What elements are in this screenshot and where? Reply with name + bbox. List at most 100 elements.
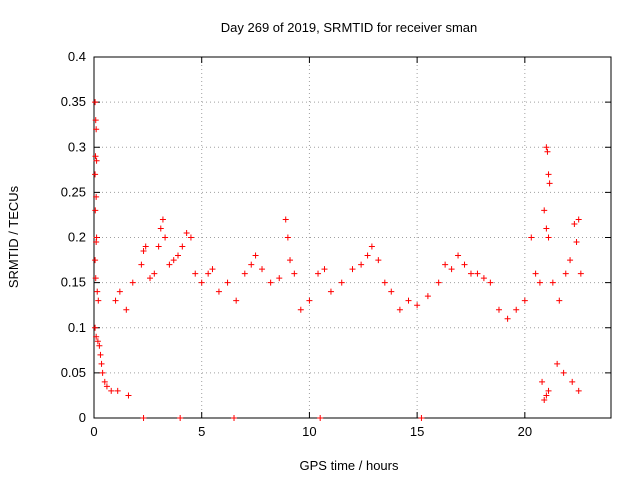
data-point: [140, 248, 147, 255]
data-point: [541, 207, 548, 214]
y-tick-label: 0: [79, 410, 86, 425]
data-point: [147, 275, 154, 282]
data-point: [95, 297, 102, 304]
data-point: [101, 378, 108, 385]
x-axis-label: GPS time / hours: [300, 458, 399, 473]
data-point: [291, 270, 298, 277]
data-points: [92, 99, 584, 421]
x-tick-label: 15: [410, 424, 424, 439]
data-point: [166, 261, 173, 268]
y-tick-label: 0.3: [68, 139, 86, 154]
data-point: [116, 288, 123, 295]
data-point: [233, 297, 240, 304]
data-point: [93, 126, 100, 133]
data-point: [92, 275, 99, 282]
data-point: [209, 266, 216, 273]
y-tick-label: 0.25: [61, 184, 86, 199]
data-point: [448, 266, 455, 273]
data-point: [543, 144, 550, 151]
data-point: [495, 306, 502, 313]
data-point: [93, 193, 100, 200]
data-point: [541, 396, 548, 403]
data-point: [381, 279, 388, 286]
data-point: [114, 387, 121, 394]
data-point: [358, 261, 365, 268]
data-point: [93, 333, 100, 340]
data-point: [183, 229, 190, 236]
data-point: [93, 239, 100, 246]
data-point: [375, 257, 382, 264]
data-point: [327, 288, 334, 295]
data-point: [259, 266, 266, 273]
data-point: [467, 270, 474, 277]
data-point: [455, 252, 462, 259]
data-point: [418, 415, 425, 421]
data-point: [192, 270, 199, 277]
y-tick-label: 0.4: [68, 49, 86, 64]
chart-title: Day 269 of 2019, SRMTID for receiver sma…: [221, 20, 478, 35]
data-point: [96, 342, 103, 349]
y-tick-label: 0.05: [61, 365, 86, 380]
data-point: [97, 351, 104, 358]
data-point: [545, 387, 552, 394]
data-point: [252, 252, 259, 259]
y-tick-label: 0.35: [61, 94, 86, 109]
data-point: [248, 261, 255, 268]
data-point: [521, 297, 528, 304]
data-point: [92, 207, 99, 214]
data-point: [569, 378, 576, 385]
data-point: [539, 378, 546, 385]
y-axis-label: SRMTID / TECUs: [6, 185, 21, 288]
data-point: [179, 243, 186, 250]
data-point: [567, 257, 574, 264]
y-tick-label: 0.2: [68, 230, 86, 245]
data-point: [267, 279, 274, 286]
data-point: [138, 261, 145, 268]
data-point: [224, 279, 231, 286]
data-point: [364, 252, 371, 259]
data-point: [92, 324, 99, 331]
data-point: [546, 180, 553, 187]
data-point: [405, 297, 412, 304]
data-point: [112, 297, 119, 304]
data-point: [474, 270, 481, 277]
data-point: [297, 306, 304, 313]
data-point: [159, 216, 166, 223]
data-point: [513, 306, 520, 313]
data-point: [461, 261, 468, 268]
data-point: [560, 369, 567, 376]
data-point: [532, 270, 539, 277]
data-point: [414, 302, 421, 309]
data-point: [543, 225, 550, 232]
data-point: [142, 243, 149, 250]
data-point: [388, 288, 395, 295]
data-point: [321, 266, 328, 273]
data-point: [575, 387, 582, 394]
data-point: [545, 234, 552, 241]
data-point: [175, 252, 182, 259]
data-point: [103, 383, 110, 390]
data-point: [571, 220, 578, 227]
data-point: [536, 279, 543, 286]
data-point: [170, 257, 177, 264]
data-point: [94, 338, 101, 345]
data-point: [424, 293, 431, 300]
x-tick-label: 10: [302, 424, 316, 439]
data-point: [573, 239, 580, 246]
x-tick-label: 5: [198, 424, 205, 439]
data-point: [215, 288, 222, 295]
data-point: [205, 270, 212, 277]
data-point: [349, 266, 356, 273]
data-point: [577, 270, 584, 277]
x-tick-label: 0: [90, 424, 97, 439]
data-point: [92, 117, 99, 124]
data-point: [487, 279, 494, 286]
data-point: [442, 261, 449, 268]
grid: [94, 57, 611, 418]
data-point: [282, 216, 289, 223]
data-point: [545, 171, 552, 178]
data-point: [177, 415, 184, 421]
x-tick-label: 20: [518, 424, 532, 439]
